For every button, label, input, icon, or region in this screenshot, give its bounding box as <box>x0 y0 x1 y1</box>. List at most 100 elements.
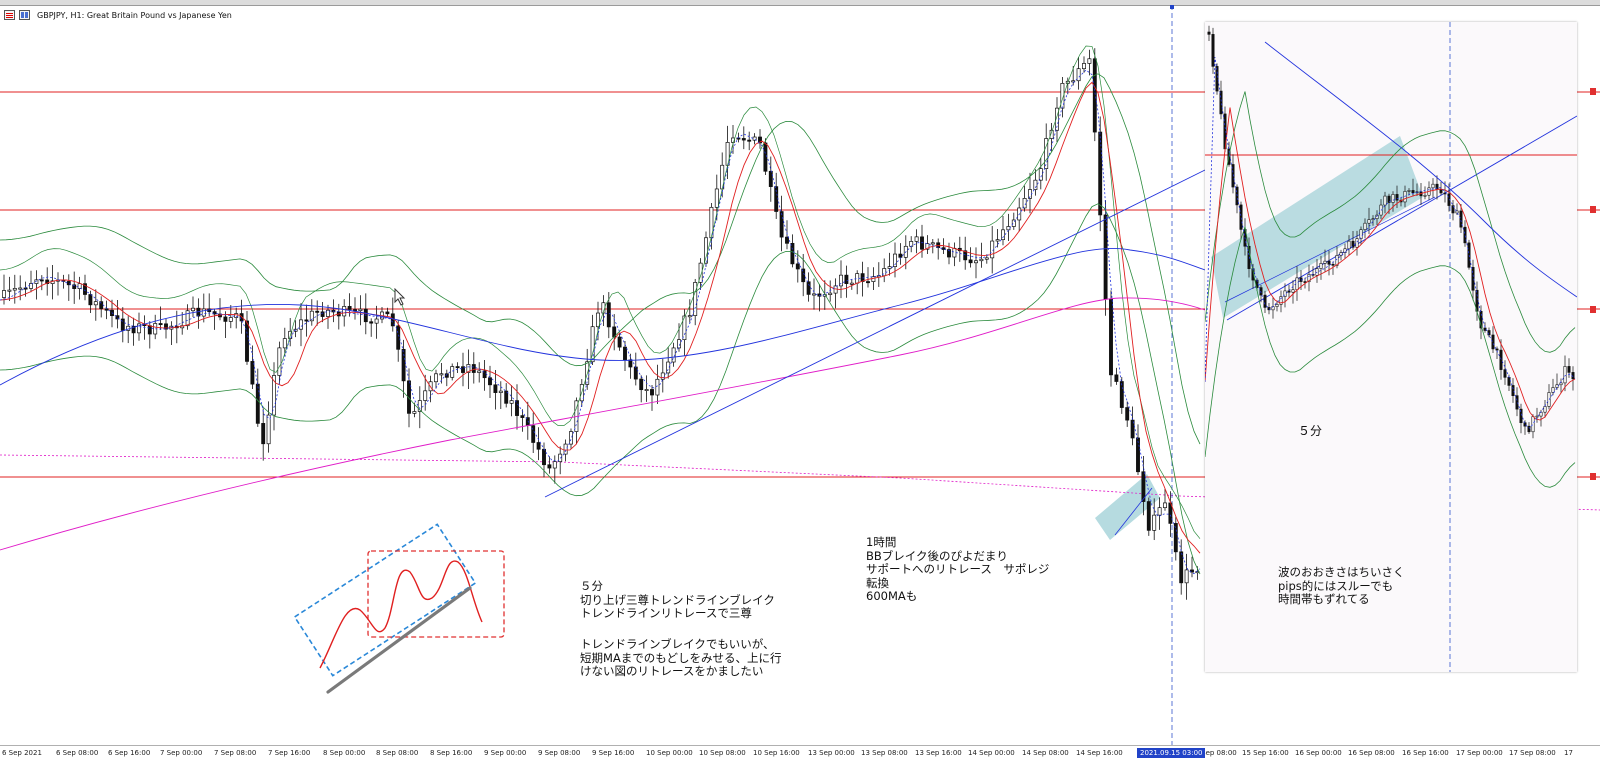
candle-body <box>1535 415 1539 418</box>
candle-body <box>1331 263 1335 266</box>
candle-body <box>952 247 957 258</box>
candle-body <box>326 309 330 317</box>
candle-body <box>1141 471 1146 502</box>
candle-body <box>315 310 320 313</box>
candle-body <box>1179 551 1184 584</box>
candle-body <box>1531 416 1535 433</box>
candle-body <box>515 400 519 416</box>
candle-body <box>1114 374 1119 382</box>
chart-tile-icon[interactable] <box>19 10 30 20</box>
inset-bollinger-lower <box>1205 226 1576 488</box>
mouse-pointer-icon <box>394 288 406 306</box>
candle-body <box>995 239 1000 242</box>
candle-body <box>1507 377 1511 386</box>
x-tick-label: 16 Sep 08:00 <box>1348 749 1395 757</box>
x-tick-label: 9 Sep 16:00 <box>592 749 635 757</box>
candle-body <box>1152 514 1157 531</box>
candle-body <box>1098 131 1103 216</box>
candle-body <box>309 310 314 322</box>
candle-body <box>785 236 789 244</box>
candle-body <box>320 311 325 317</box>
candle-body <box>887 266 892 269</box>
candle-body <box>1395 194 1399 201</box>
annotation-5min-left-detail: トレンドラインブレイクでもいいが、 短期MAまでのもどしをみせる、上に行 けない… <box>580 637 782 678</box>
candle-body <box>1499 349 1503 370</box>
candle-body <box>18 287 23 290</box>
x-tick-label: 16 Sep 16:00 <box>1402 749 1449 757</box>
candle-body <box>1022 198 1027 209</box>
candle-body <box>914 236 919 242</box>
x-tick-label: 9 Sep 00:00 <box>484 749 527 757</box>
candle-body <box>563 443 568 455</box>
candle-body <box>1239 204 1243 230</box>
candle-body <box>617 336 622 348</box>
candle-body <box>812 293 816 296</box>
candle-body <box>1279 296 1283 305</box>
candle-body <box>353 309 357 312</box>
candle-body <box>687 315 692 318</box>
candle-body <box>1190 569 1194 573</box>
candle-body <box>1146 501 1151 531</box>
candle-body <box>871 276 876 282</box>
x-tick-label: 7 Sep 08:00 <box>214 749 257 757</box>
candle-body <box>1375 214 1379 220</box>
candle-body <box>1319 263 1323 269</box>
candle-body <box>1351 240 1355 248</box>
candle-body <box>147 325 152 335</box>
candle-body <box>849 282 854 285</box>
candle-body <box>77 283 82 289</box>
bollinger-lower <box>0 203 1201 575</box>
x-tick-label: 8 Sep 08:00 <box>376 749 419 757</box>
candle-body <box>282 338 287 349</box>
candle-body <box>1527 425 1531 433</box>
candle-body <box>633 366 638 380</box>
time-cursor-label: 2021.09.15 03:00 <box>1137 748 1206 758</box>
inset-5min-label: ５分 <box>1298 424 1323 438</box>
bollinger-upper <box>0 73 1201 445</box>
candle-body <box>1515 395 1519 410</box>
sketch-red-box <box>367 550 505 638</box>
candle-body <box>1130 419 1135 439</box>
candle-body <box>1359 229 1363 239</box>
candle-body <box>1184 569 1189 584</box>
candle-body <box>1303 281 1307 283</box>
candle-body <box>1559 382 1563 386</box>
candle-body <box>1491 334 1495 350</box>
inset-highlight-band <box>1211 136 1423 318</box>
candle-body <box>650 389 654 396</box>
main-chart-canvas[interactable] <box>0 0 1600 745</box>
candle-body <box>423 390 428 401</box>
candle-body <box>1339 252 1343 256</box>
candle-body <box>455 366 460 369</box>
candle-body <box>304 319 309 322</box>
chart-bars-icon[interactable] <box>4 10 15 20</box>
ma-long-600 <box>0 297 1206 551</box>
candle-body <box>83 283 87 295</box>
candle-body <box>88 294 93 306</box>
sketch-blue-box <box>293 523 477 677</box>
candle-body <box>925 243 930 250</box>
chart-symbol-title: GBPJPY, H1: Great Britain Pound vs Japan… <box>37 10 232 20</box>
candle-body <box>39 279 44 282</box>
candle-body <box>1511 385 1515 396</box>
support-marker <box>1590 206 1596 213</box>
candle-body <box>596 312 600 328</box>
inset-channel-line <box>1224 196 1436 303</box>
candle-body <box>747 139 752 142</box>
candle-body <box>1371 218 1375 221</box>
candle-body <box>477 370 482 373</box>
candle-body <box>866 281 870 284</box>
candle-body <box>660 372 665 380</box>
candle-body <box>277 347 282 376</box>
candle-body <box>299 319 303 330</box>
candle-body <box>569 431 573 445</box>
candle-body <box>1551 387 1555 393</box>
candle-body <box>1215 66 1219 92</box>
candle-body <box>12 288 17 291</box>
candle-body <box>164 323 168 330</box>
candle-body <box>358 308 363 312</box>
candle-body <box>1327 260 1331 265</box>
x-tick-label: 9 Sep 08:00 <box>538 749 581 757</box>
candle-body <box>714 188 719 208</box>
